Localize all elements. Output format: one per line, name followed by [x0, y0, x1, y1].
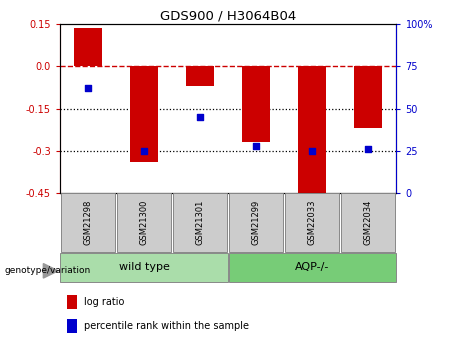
Bar: [117, 193, 171, 252]
Title: GDS900 / H3064B04: GDS900 / H3064B04: [160, 10, 296, 23]
Text: GSM22034: GSM22034: [364, 200, 373, 245]
Point: [84, 86, 92, 91]
Bar: [242, 66, 270, 142]
Text: GSM22033: GSM22033: [308, 200, 317, 245]
Bar: [67, 319, 77, 333]
Text: GSM21298: GSM21298: [83, 200, 93, 245]
Bar: [60, 253, 228, 282]
Point: [196, 115, 204, 120]
Bar: [61, 193, 115, 252]
Bar: [298, 66, 326, 196]
Text: genotype/variation: genotype/variation: [5, 266, 91, 275]
Bar: [74, 28, 102, 66]
Bar: [229, 193, 283, 252]
Bar: [355, 66, 383, 128]
Bar: [342, 193, 396, 252]
Text: log ratio: log ratio: [84, 297, 124, 307]
Bar: [229, 253, 396, 282]
Bar: [67, 295, 77, 309]
Text: GSM21299: GSM21299: [252, 200, 261, 245]
Text: percentile rank within the sample: percentile rank within the sample: [84, 321, 249, 331]
Bar: [173, 193, 227, 252]
Bar: [186, 66, 214, 86]
Polygon shape: [43, 264, 58, 278]
Point: [365, 147, 372, 152]
Text: GSM21301: GSM21301: [195, 200, 205, 245]
Point: [309, 148, 316, 154]
Text: GSM21300: GSM21300: [140, 200, 148, 245]
Text: wild type: wild type: [118, 263, 170, 272]
Text: AQP-/-: AQP-/-: [295, 263, 330, 272]
Point: [253, 143, 260, 149]
Point: [140, 148, 148, 154]
Bar: [130, 66, 158, 162]
Bar: [285, 193, 339, 252]
